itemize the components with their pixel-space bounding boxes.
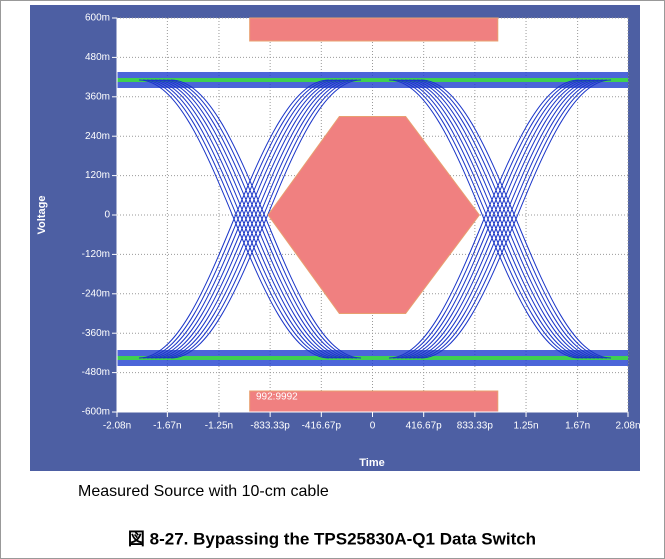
y-axis-label: Voltage xyxy=(36,196,48,235)
transition xyxy=(166,79,358,359)
figure-title: 図 8-27. Bypassing the TPS25830A-Q1 Data … xyxy=(128,529,536,548)
transition xyxy=(142,79,334,359)
masks xyxy=(249,17,499,413)
transition xyxy=(170,79,362,359)
transition xyxy=(392,79,584,359)
x-tick-label: 0 xyxy=(370,421,376,432)
y-tick-label: -480m xyxy=(82,367,110,378)
transition xyxy=(150,79,342,359)
x-tick-label: -833.33p xyxy=(250,421,290,432)
x-axis-label: Time xyxy=(359,457,384,469)
y-tick-label: -600m xyxy=(82,407,110,418)
transition xyxy=(146,79,338,359)
y-tick-label: -120m xyxy=(82,249,110,260)
transition xyxy=(408,79,600,359)
x-tick-label: -1.67n xyxy=(153,421,181,432)
transition xyxy=(154,79,346,359)
x-tick-label: 1.67n xyxy=(565,421,590,432)
mask xyxy=(249,17,499,42)
transition xyxy=(400,79,592,359)
mask xyxy=(267,116,480,314)
y-tick-label: 480m xyxy=(85,52,110,63)
x-tick-label: -416.67p xyxy=(302,421,342,432)
x-tick-label: 416.67p xyxy=(406,421,443,432)
x-tick-label: -1.25n xyxy=(205,421,233,432)
axes: 600m 480m 360m 240m 120m 0 -120m -240m -360m -480… xyxy=(82,13,641,432)
transition xyxy=(416,79,608,359)
y-tick-label: 240m xyxy=(85,131,110,142)
y-tick-label: 600m xyxy=(85,13,110,24)
x-tick-label: 833.33p xyxy=(457,421,494,432)
annotation: 992:9992 xyxy=(256,392,298,403)
x-tick-label: 1.25n xyxy=(514,421,539,432)
transition xyxy=(158,79,350,359)
caption: Measured Source with 10-cm cable xyxy=(78,483,329,500)
y-tick-label: 360m xyxy=(85,91,110,102)
x-tick-label: 2.08n xyxy=(615,421,640,432)
transition xyxy=(412,79,604,359)
transition xyxy=(420,79,612,359)
transition xyxy=(162,79,354,359)
y-tick-label: 120m xyxy=(85,170,110,181)
eye-traces xyxy=(117,72,628,366)
y-tick-label: 0 xyxy=(104,210,110,221)
x-tick-label: -2.08n xyxy=(103,421,131,432)
transition xyxy=(404,79,596,359)
y-tick-label: -240m xyxy=(82,288,110,299)
transition xyxy=(396,79,588,359)
y-tick-label: -360m xyxy=(82,328,110,339)
level-core xyxy=(117,78,628,82)
level-core xyxy=(117,356,628,360)
transition xyxy=(388,79,580,359)
transition xyxy=(138,79,330,359)
